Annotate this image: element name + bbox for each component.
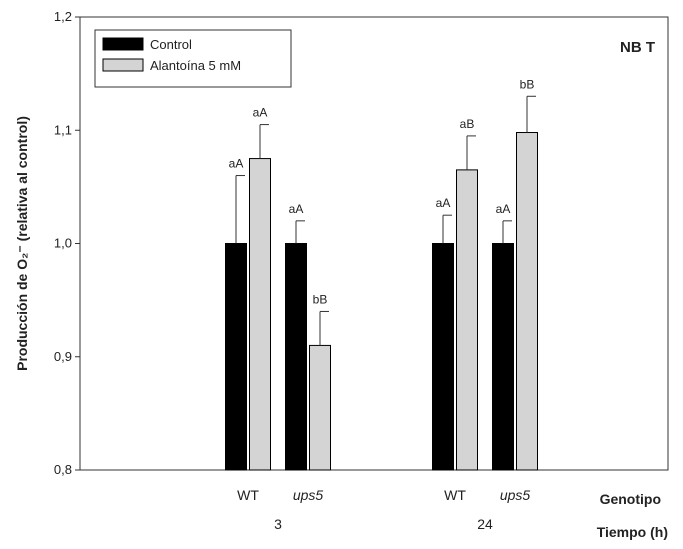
genotype-row-label: Genotipo: [600, 491, 661, 507]
bar-control: [492, 243, 514, 471]
time-label: 24: [477, 516, 493, 532]
bars: aA aA aA aA aA bB aB bB: [225, 77, 538, 471]
y-tick-label: 1,2: [54, 9, 72, 24]
category-labels: WT ups5 3 WT ups5 24 Genotipo Tiempo (h): [237, 487, 668, 540]
bar-significance-label: aA: [496, 202, 511, 216]
y-axis-label: Producción de O₂⁻ (relativa al control): [14, 116, 30, 371]
bar-significance-label: aA: [436, 196, 451, 210]
genotype-label: ups5: [500, 487, 531, 503]
legend: Control Alantoína 5 mM: [94, 29, 292, 88]
time-label: 3: [274, 516, 282, 532]
time-row-label: Tiempo (h): [597, 524, 668, 540]
bar-significance-label: aA: [253, 106, 268, 120]
bar-alantoina: [516, 132, 538, 471]
y-tick-label: 1,0: [54, 236, 72, 251]
bar-alantoina: [456, 169, 478, 471]
y-tick-label: 0,9: [54, 349, 72, 364]
genotype-label: ups5: [293, 487, 324, 503]
bar-significance-label: bB: [313, 292, 328, 306]
genotype-label: WT: [237, 487, 259, 503]
bar-significance-label: aA: [229, 157, 244, 171]
y-tick-label: 0,8: [54, 462, 72, 477]
legend-entry: Control: [150, 37, 192, 52]
bar-significance-label: aA: [289, 202, 304, 216]
bar-control: [285, 243, 307, 471]
bar-alantoina: [309, 344, 331, 471]
y-tick-label: 1,1: [54, 122, 72, 137]
bar-alantoina: [249, 158, 271, 471]
legend-entry: Alantoína 5 mM: [150, 58, 241, 73]
axes: 0,8 0,9 1,0 1,1 1,2 Producción de O₂⁻ (relati…: [14, 9, 669, 477]
genotype-label: WT: [444, 487, 466, 503]
bar-significance-label: aB: [460, 117, 475, 131]
bar-control: [432, 243, 454, 471]
panel-label: NB T: [620, 39, 655, 56]
legend-swatch: [102, 58, 144, 72]
bar-significance-label: bB: [520, 77, 535, 91]
legend-swatch: [102, 37, 144, 51]
bar-control: [225, 243, 247, 471]
